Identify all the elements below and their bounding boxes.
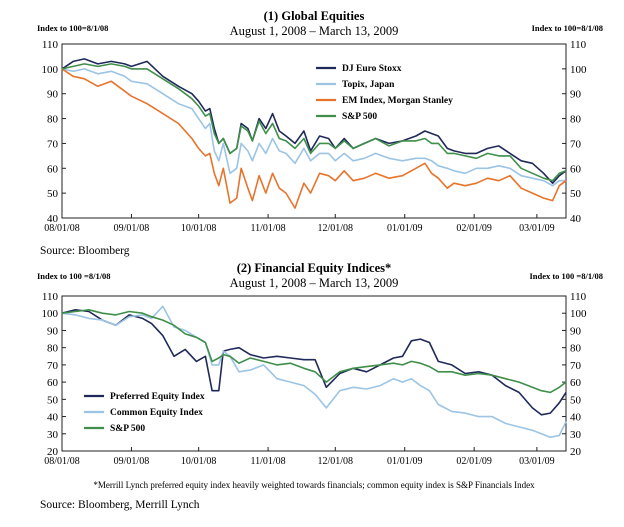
- y-tick-label-right: 80: [570, 343, 582, 355]
- y-tick-label-right: 30: [570, 429, 582, 441]
- y-tick-label-left: 60: [47, 163, 59, 175]
- y-tick-label-right: 60: [570, 377, 582, 389]
- y-tick-label-left: 50: [47, 188, 59, 200]
- y-tick-label-left: 100: [42, 64, 59, 76]
- legend-label: Topix, Japan: [342, 80, 395, 90]
- chart-subtitle: August 1, 2008 – March 13, 2009: [230, 24, 399, 38]
- y-tick-label-left: 80: [47, 343, 59, 355]
- x-tick-label: 02/01/09: [456, 456, 492, 467]
- legend-label: Common Equity Index: [110, 408, 203, 418]
- y-tick-label-right: 20: [570, 446, 582, 458]
- y-tick-label-right: 40: [570, 412, 582, 424]
- x-tick-label: 09/01/08: [114, 456, 150, 467]
- chart-title: (2) Financial Equity Indices*: [237, 261, 392, 275]
- y-tick-label-right: 40: [570, 213, 582, 225]
- y-tick-label-left: 70: [47, 360, 59, 372]
- y-tick-label-right: 90: [570, 325, 582, 337]
- x-tick-label: 01/01/09: [387, 456, 423, 467]
- x-tick-label: 11/01/08: [250, 223, 285, 234]
- series-line-s-p-500: [61, 308, 567, 394]
- chart-source: Source: Bloomberg, Merrill Lynch: [40, 499, 200, 511]
- y-tick-label-left: 60: [47, 377, 59, 389]
- y-tick-label-right: 70: [570, 138, 582, 150]
- x-tick-label: 08/01/08: [44, 456, 80, 467]
- y-tick-label-right: 100: [570, 64, 587, 76]
- x-tick-label: 10/01/08: [181, 223, 217, 234]
- x-tick-label: 11/01/08: [250, 456, 285, 467]
- y-tick-label-left: 90: [47, 89, 59, 101]
- right-axis-label: Index to 100=8/1/08: [532, 23, 603, 33]
- y-tick-label-left: 110: [42, 39, 59, 51]
- financial-equity-chart: (2) Financial Equity Indices*August 1, 2…: [37, 261, 603, 511]
- legend-label: Preferred Equity Index: [110, 392, 205, 402]
- y-tick-label-right: 50: [570, 188, 582, 200]
- x-tick-label: 08/01/08: [44, 223, 80, 234]
- x-tick-label: 12/01/08: [317, 223, 353, 234]
- chart-footnote: *Merrill Lynch preferred equity index he…: [93, 480, 535, 490]
- plot-frame: [61, 295, 567, 452]
- y-tick-label-right: 70: [570, 360, 582, 372]
- series-line-s-p-500: [61, 63, 567, 182]
- x-tick-label: 03/01/09: [519, 223, 555, 234]
- y-tick-label-right: 80: [570, 114, 582, 126]
- y-tick-label-left: 70: [47, 138, 59, 150]
- y-tick-label-left: 20: [47, 446, 59, 458]
- y-tick-label-right: 60: [570, 163, 582, 175]
- series-line-common-equity-index: [61, 305, 567, 439]
- chart-subtitle: August 1, 2008 – March 13, 2009: [230, 276, 399, 290]
- y-tick-label-right: 50: [570, 394, 582, 406]
- legend-label: S&P 500: [110, 424, 145, 434]
- legend-label: DJ Euro Stoxx: [342, 64, 402, 74]
- x-tick-label: 02/01/09: [456, 223, 492, 234]
- y-tick-label-left: 40: [47, 412, 59, 424]
- chart-title: (1) Global Equities: [264, 9, 365, 23]
- y-tick-label-right: 110: [570, 291, 587, 303]
- series-line-em-index-morgan-stanley: [61, 68, 567, 209]
- y-tick-label-right: 110: [570, 39, 587, 51]
- left-axis-label: Index to 100 =8/1/08: [37, 271, 111, 281]
- y-tick-label-left: 50: [47, 394, 59, 406]
- x-tick-label: 12/01/08: [317, 456, 353, 467]
- series-line-topix-japan: [61, 68, 566, 187]
- y-tick-label-left: 100: [42, 308, 59, 320]
- y-tick-label-right: 100: [570, 308, 587, 320]
- x-tick-label: 01/01/09: [387, 223, 423, 234]
- x-tick-label: 09/01/08: [114, 223, 150, 234]
- chart-source: Source: Bloomberg: [40, 245, 130, 257]
- left-axis-label: Index to 100=8/1/08: [37, 23, 108, 33]
- x-tick-label: 03/01/09: [519, 456, 555, 467]
- legend-label: S&P 500: [342, 112, 377, 122]
- series-line-dj-euro-stoxx: [61, 58, 567, 184]
- series-line-preferred-equity-index: [61, 308, 567, 416]
- y-tick-label-left: 110: [42, 291, 59, 303]
- y-tick-label-left: 80: [47, 114, 59, 126]
- y-tick-label-left: 30: [47, 429, 59, 441]
- y-tick-label-right: 90: [570, 89, 582, 101]
- x-tick-label: 10/01/08: [181, 456, 217, 467]
- legend-label: EM Index, Morgan Stanley: [342, 96, 453, 106]
- plot-frame: [61, 43, 567, 219]
- y-tick-label-left: 90: [47, 325, 59, 337]
- y-tick-label-left: 40: [47, 213, 59, 225]
- right-axis-label: Index to 100 =8/1/08: [529, 271, 603, 281]
